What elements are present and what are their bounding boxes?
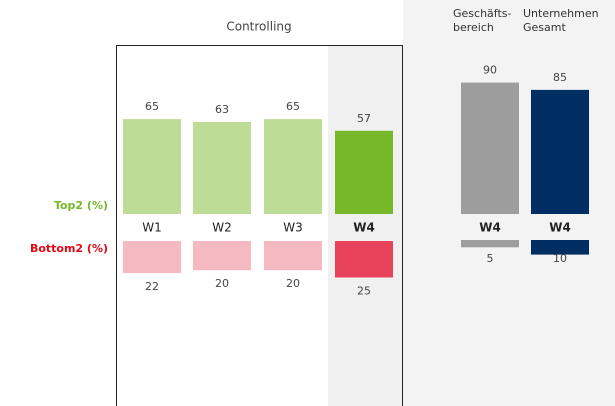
value-label: 85 bbox=[553, 71, 567, 84]
category-label: W1 bbox=[142, 221, 162, 235]
highlight-panel bbox=[328, 46, 403, 406]
value-label: 65 bbox=[286, 100, 300, 113]
value-label: 63 bbox=[215, 103, 229, 116]
category-label: W4 bbox=[479, 221, 501, 235]
comparison-title: Unternehmen bbox=[523, 7, 599, 20]
top2-bar bbox=[335, 130, 393, 214]
series-label: Bottom2 (%) bbox=[30, 242, 108, 255]
category-label: W4 bbox=[549, 221, 571, 235]
category-label: W4 bbox=[353, 221, 375, 235]
group-box bbox=[116, 45, 403, 406]
series-label: Top2 (%) bbox=[54, 199, 108, 212]
comparison-title: bereich bbox=[453, 21, 494, 34]
bottom2-bar bbox=[531, 240, 589, 255]
bottom2-bar bbox=[264, 241, 322, 271]
value-label: 10 bbox=[553, 252, 567, 265]
comparison-title: Geschäfts- bbox=[453, 7, 512, 20]
group-title: Controlling bbox=[226, 20, 291, 34]
top2-bar bbox=[123, 119, 181, 214]
bottom2-bar bbox=[123, 241, 181, 274]
top2-bar bbox=[193, 122, 251, 214]
value-label: 22 bbox=[145, 280, 159, 293]
bottom2-bar bbox=[335, 241, 393, 278]
value-label: 57 bbox=[357, 112, 371, 125]
top2-bar bbox=[531, 89, 589, 214]
top2-bar bbox=[264, 119, 322, 214]
category-label: W3 bbox=[283, 221, 303, 235]
top2-bar bbox=[461, 82, 519, 214]
category-label: W2 bbox=[212, 221, 232, 235]
value-label: 5 bbox=[487, 252, 494, 265]
comparison-title: Gesamt bbox=[523, 21, 566, 34]
bottom2-bar bbox=[193, 241, 251, 271]
value-label: 65 bbox=[145, 100, 159, 113]
bottom2-bar bbox=[461, 240, 519, 248]
value-label: 20 bbox=[215, 277, 229, 290]
value-label: 25 bbox=[357, 285, 371, 298]
value-label: 20 bbox=[286, 277, 300, 290]
value-label: 90 bbox=[483, 64, 497, 77]
